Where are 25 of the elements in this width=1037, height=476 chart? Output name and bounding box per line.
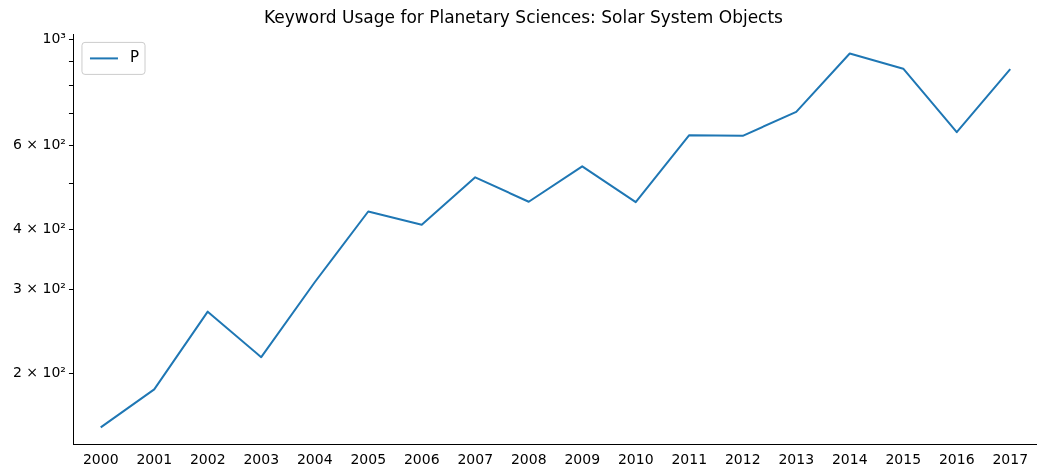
x-tick-label: 2014 [831,451,868,468]
x-tick-label: 2001 [136,451,173,468]
x-tick-label: 2008 [510,451,547,468]
y-tick-label: 2 × 10² [13,363,66,380]
x-tick-label: 2004 [296,451,333,468]
x-tick-label: 2012 [724,451,761,468]
x-tick-label: 2011 [671,451,708,468]
x-tick-label: 2002 [189,451,226,468]
x-tick-label: 2003 [243,451,280,468]
x-tick-label: 2005 [350,451,387,468]
x-tick-label: 2017 [992,451,1029,468]
x-tick-label: 2015 [885,451,922,468]
legend-label: P [129,48,140,67]
x-tick-label: 2007 [457,451,494,468]
x-tick-label: 2006 [403,451,440,468]
y-tick-label: 4 × 10² [13,220,66,237]
x-tick-label: 2016 [938,451,975,468]
x-tick-label: 2009 [564,451,601,468]
y-tick-label: 6 × 10² [13,135,66,152]
x-tick-label: 2013 [778,451,815,468]
chart-title: Keyword Usage for Planetary Sciences: Solar System Objects [264,6,784,27]
y-tick-label: 10³ [42,29,66,46]
y-tick-label: 3 × 10² [13,279,66,296]
x-tick-label: 2000 [82,451,119,468]
x-tick-label: 2010 [617,451,654,468]
